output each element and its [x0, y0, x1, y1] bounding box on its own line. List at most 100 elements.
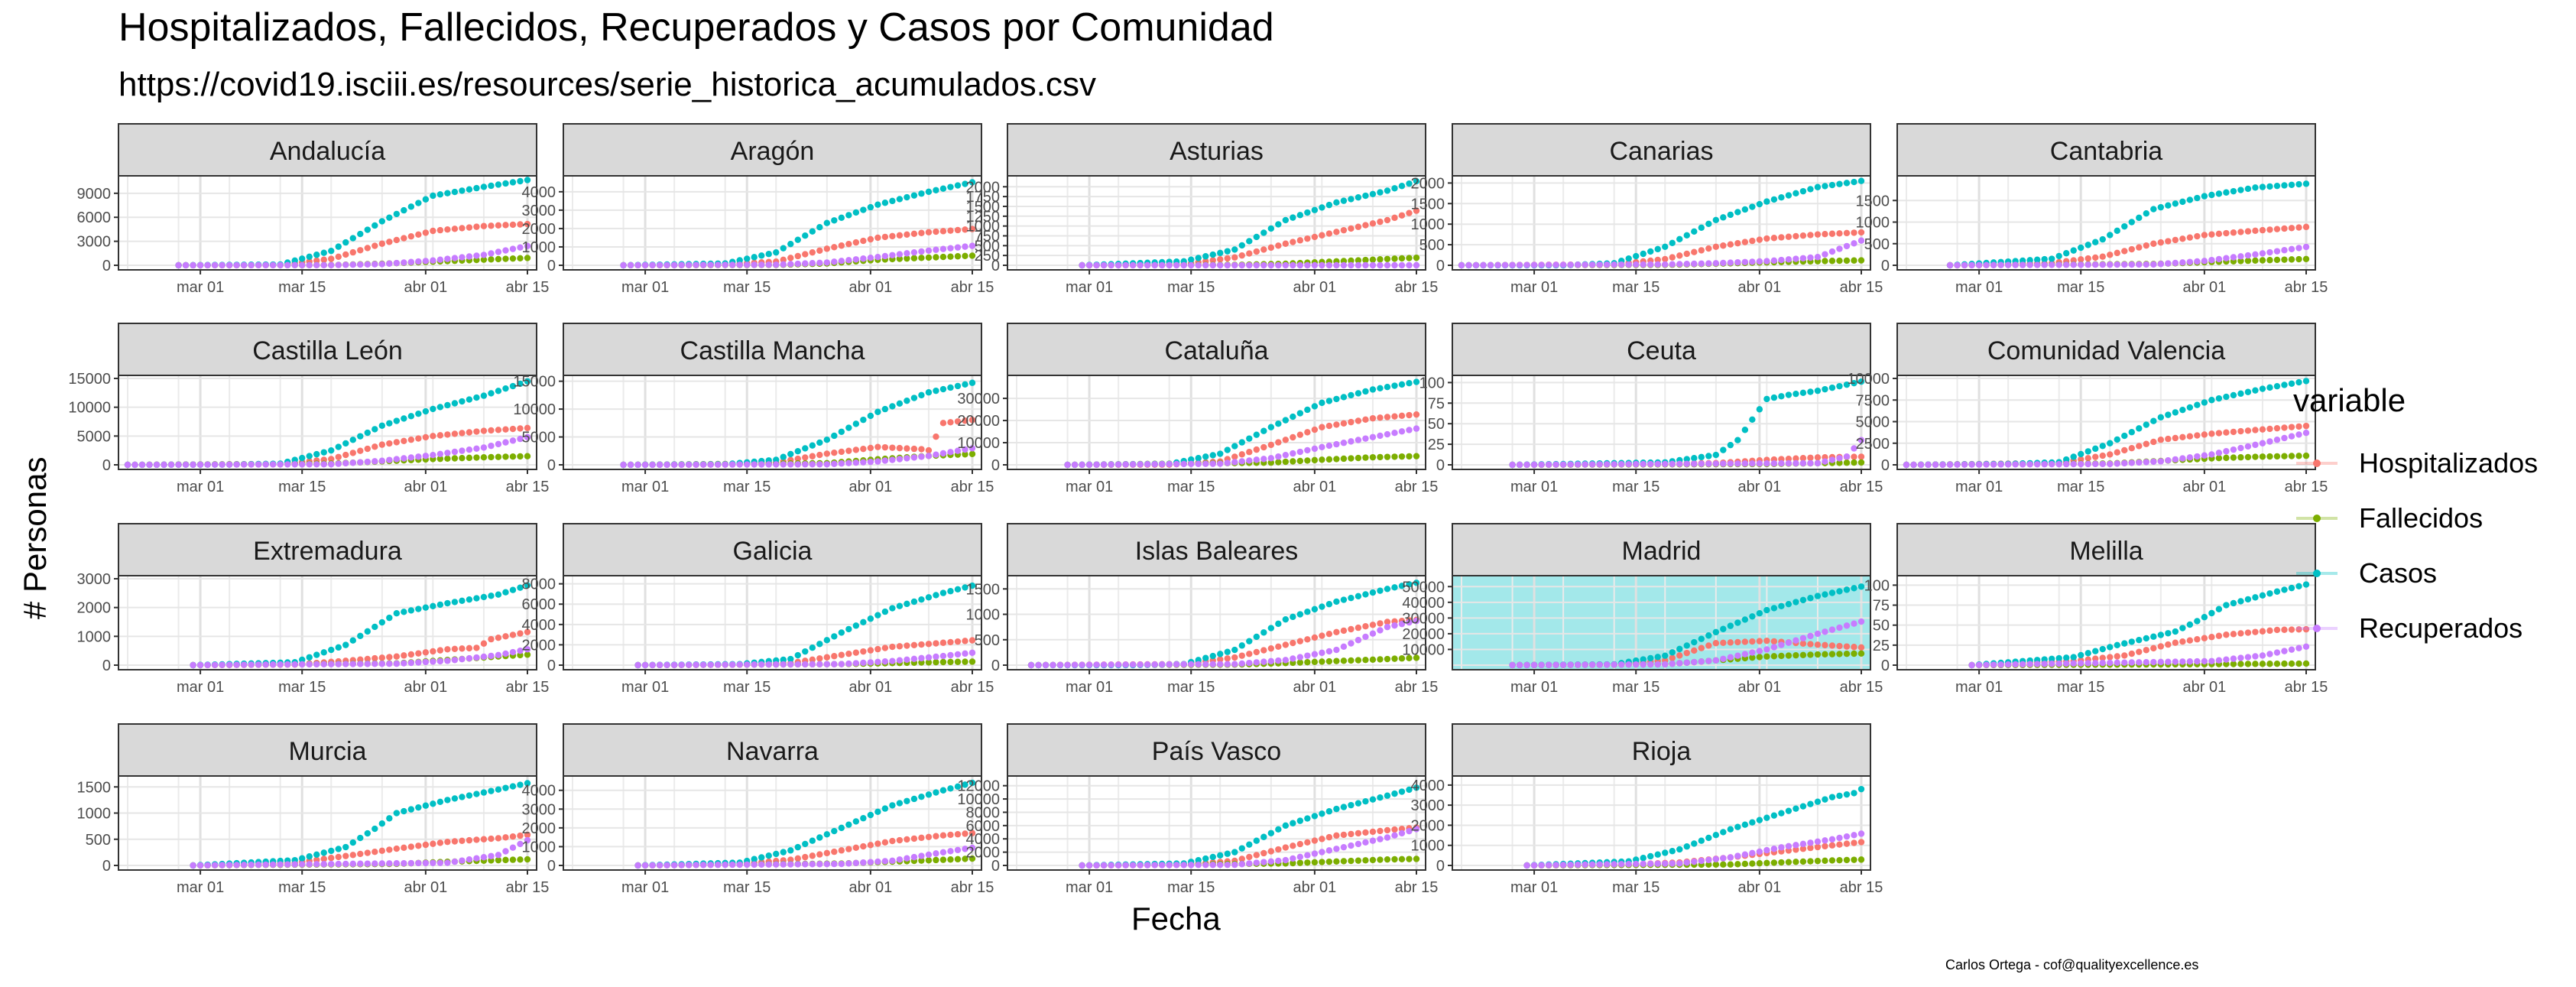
point-hospitalizados: [444, 838, 451, 846]
point-recuperados: [1319, 649, 1325, 657]
point-hospitalizados: [1231, 254, 1238, 261]
panel-background: [563, 576, 981, 670]
point-hospitalizados: [436, 839, 444, 846]
point-fallecidos: [1369, 256, 1377, 263]
y-tick-label: 0: [1436, 258, 1445, 274]
point-fallecidos: [517, 255, 524, 262]
y-tick-label: 50: [1873, 618, 1890, 635]
point-recuperados: [1173, 661, 1180, 668]
point-recuperados: [1188, 862, 1195, 868]
point-recuperados: [1917, 461, 1925, 469]
x-tick-label: abr 01: [404, 279, 448, 296]
point-hospitalizados: [349, 852, 356, 859]
point-recuperados: [240, 261, 248, 269]
point-hospitalizados: [1851, 839, 1857, 846]
point-hospitalizados: [451, 838, 459, 845]
point-casos: [794, 843, 801, 851]
point-casos: [874, 612, 881, 618]
point-recuperados: [1983, 661, 1990, 668]
point-casos: [1406, 380, 1413, 387]
point-hospitalizados: [2223, 229, 2230, 237]
point-recuperados: [802, 461, 809, 468]
point-recuperados: [736, 861, 743, 868]
series-recuperados: [1509, 618, 1865, 669]
point-fallecidos: [2223, 454, 2230, 462]
point-recuperados: [1676, 261, 1683, 268]
point-recuperados: [2150, 658, 2157, 666]
point-casos: [838, 824, 845, 832]
point-hospitalizados: [1275, 643, 1282, 650]
point-recuperados: [1792, 459, 1799, 467]
point-recuperados: [787, 861, 794, 868]
y-tick-label: 5000: [77, 428, 112, 445]
point-hospitalizados: [874, 645, 881, 653]
facet-strip-label: Galicia: [733, 537, 813, 566]
point-recuperados: [874, 458, 881, 465]
point-fallecidos: [1398, 453, 1406, 460]
point-casos: [1756, 817, 1763, 823]
point-recuperados: [1857, 437, 1865, 443]
point-casos: [1217, 651, 1224, 657]
point-casos: [393, 610, 401, 617]
point-fallecidos: [1296, 859, 1304, 866]
point-hospitalizados: [2143, 647, 2149, 654]
point-recuperados: [182, 461, 190, 468]
point-casos: [1209, 652, 1216, 660]
point-recuperados: [509, 844, 517, 851]
point-recuperados: [744, 461, 751, 468]
point-casos: [925, 791, 933, 798]
point-recuperados: [1625, 261, 1632, 268]
point-recuperados: [1582, 461, 1588, 468]
point-recuperados: [1588, 861, 1596, 868]
point-casos: [473, 595, 480, 602]
facet-strip: [563, 123, 982, 177]
point-recuperados: [349, 661, 356, 667]
point-recuperados: [620, 461, 627, 469]
point-hospitalizados: [488, 635, 495, 643]
y-tick-label: 500: [975, 632, 1000, 649]
point-hospitalizados: [1253, 248, 1260, 255]
x-tick-label: abr 15: [506, 879, 550, 896]
point-casos: [1260, 229, 1267, 236]
point-recuperados: [233, 261, 240, 269]
point-hospitalizados: [925, 641, 933, 648]
point-recuperados: [2114, 659, 2120, 667]
point-casos: [816, 439, 823, 446]
x-tick-label: abr 15: [1395, 279, 1439, 296]
point-hospitalizados: [2208, 231, 2215, 238]
point-hospitalizados: [1384, 414, 1391, 420]
x-tick-label: mar 01: [1510, 479, 1558, 495]
point-casos: [1355, 593, 1362, 599]
point-recuperados: [1100, 862, 1108, 869]
point-hospitalizados: [823, 450, 831, 457]
point-hospitalizados: [933, 640, 939, 647]
point-recuperados: [1282, 856, 1290, 864]
legend-item-fallecidos: Fallecidos: [2293, 491, 2538, 546]
point-casos: [1224, 446, 1231, 453]
point-casos: [867, 203, 874, 211]
point-recuperados: [1085, 661, 1093, 668]
point-casos: [2273, 588, 2281, 595]
point-recuperados: [1990, 661, 1997, 668]
point-recuperados: [473, 252, 480, 259]
point-casos: [1741, 427, 1749, 433]
point-fallecidos: [524, 651, 531, 658]
point-hospitalizados: [328, 456, 335, 463]
point-recuperados: [1574, 461, 1582, 468]
y-tick-label: 8000: [522, 576, 556, 593]
point-hospitalizados: [1851, 453, 1857, 460]
point-recuperados: [933, 653, 939, 661]
point-recuperados: [1188, 261, 1195, 269]
point-recuperados: [1792, 842, 1799, 849]
y-tick-label: 9000: [77, 186, 112, 203]
point-hospitalizados: [2215, 230, 2223, 238]
point-recuperados: [161, 461, 167, 469]
point-recuperados: [225, 261, 233, 269]
point-casos: [904, 600, 910, 608]
point-recuperados: [1267, 455, 1275, 462]
point-casos: [1851, 178, 1857, 186]
point-fallecidos: [1311, 456, 1319, 464]
point-recuperados: [773, 461, 780, 468]
point-fallecidos: [1377, 856, 1384, 863]
